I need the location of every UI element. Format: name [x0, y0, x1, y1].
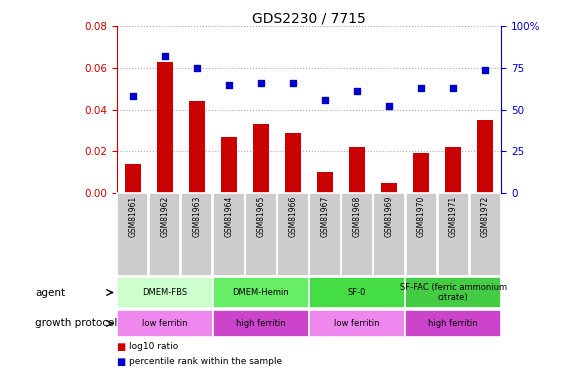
Text: percentile rank within the sample: percentile rank within the sample: [129, 357, 283, 366]
Text: GSM81968: GSM81968: [353, 196, 361, 237]
Text: high ferritin: high ferritin: [236, 319, 286, 328]
Bar: [413, 153, 429, 193]
Text: DMEM-Hemin: DMEM-Hemin: [233, 288, 289, 297]
Bar: [349, 147, 365, 193]
FancyBboxPatch shape: [213, 193, 244, 276]
Point: [480, 67, 490, 73]
Text: GSM81970: GSM81970: [417, 196, 426, 237]
FancyBboxPatch shape: [213, 277, 309, 308]
FancyBboxPatch shape: [310, 193, 340, 276]
Bar: [445, 147, 461, 193]
Bar: [285, 133, 301, 193]
Text: agent: agent: [35, 288, 65, 297]
FancyBboxPatch shape: [181, 193, 212, 276]
FancyBboxPatch shape: [374, 193, 405, 276]
FancyBboxPatch shape: [309, 310, 405, 337]
FancyBboxPatch shape: [278, 193, 308, 276]
FancyBboxPatch shape: [309, 277, 405, 308]
Text: low ferritin: low ferritin: [334, 319, 380, 328]
Point: [256, 80, 265, 86]
Point: [288, 80, 297, 86]
Text: GSM81965: GSM81965: [257, 196, 265, 237]
Bar: [381, 183, 397, 193]
Text: GSM81969: GSM81969: [385, 196, 394, 237]
Text: GSM81964: GSM81964: [224, 196, 233, 237]
Bar: [189, 101, 205, 193]
Bar: [477, 120, 493, 193]
FancyBboxPatch shape: [117, 277, 213, 308]
FancyBboxPatch shape: [405, 310, 501, 337]
FancyBboxPatch shape: [405, 277, 501, 308]
Text: low ferritin: low ferritin: [142, 319, 188, 328]
Text: DMEM-FBS: DMEM-FBS: [142, 288, 187, 297]
Text: GSM81967: GSM81967: [321, 196, 329, 237]
Bar: [157, 62, 173, 193]
FancyBboxPatch shape: [470, 193, 501, 276]
Point: [384, 104, 394, 110]
FancyBboxPatch shape: [149, 193, 180, 276]
Point: [352, 88, 361, 94]
Point: [192, 65, 202, 71]
Point: [224, 82, 233, 88]
FancyBboxPatch shape: [117, 193, 148, 276]
FancyBboxPatch shape: [342, 193, 373, 276]
FancyBboxPatch shape: [406, 193, 437, 276]
Point: [320, 97, 329, 103]
Text: high ferritin: high ferritin: [429, 319, 478, 328]
Point: [128, 93, 138, 99]
Bar: [317, 172, 333, 193]
Point: [416, 85, 426, 91]
Text: ■: ■: [117, 357, 126, 367]
Text: GSM81966: GSM81966: [289, 196, 297, 237]
Text: GSM81971: GSM81971: [449, 196, 458, 237]
Bar: [221, 137, 237, 193]
Text: GSM81962: GSM81962: [160, 196, 169, 237]
FancyBboxPatch shape: [117, 310, 213, 337]
FancyBboxPatch shape: [438, 193, 469, 276]
Text: GSM81963: GSM81963: [192, 196, 201, 237]
Text: growth protocol: growth protocol: [35, 318, 117, 328]
Text: GSM81961: GSM81961: [128, 196, 137, 237]
FancyBboxPatch shape: [245, 193, 276, 276]
Text: GSM81972: GSM81972: [481, 196, 490, 237]
Text: SF-0: SF-0: [348, 288, 366, 297]
Point: [160, 53, 169, 59]
Text: SF-FAC (ferric ammonium
citrate): SF-FAC (ferric ammonium citrate): [400, 283, 507, 302]
Text: ■: ■: [117, 342, 126, 352]
FancyBboxPatch shape: [213, 310, 309, 337]
Point: [448, 85, 458, 91]
Title: GDS2230 / 7715: GDS2230 / 7715: [252, 11, 366, 25]
Bar: [125, 164, 141, 193]
Text: log10 ratio: log10 ratio: [129, 342, 178, 351]
Bar: [253, 124, 269, 193]
